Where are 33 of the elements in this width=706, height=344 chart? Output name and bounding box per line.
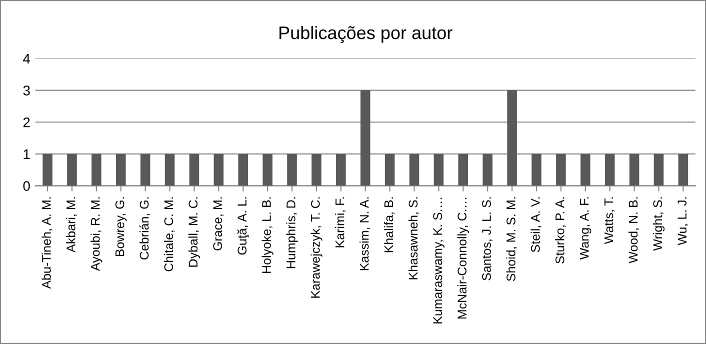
x-tick-label: Humphris, D.: [286, 197, 298, 268]
x-tick-label: Bowrey, G.: [115, 197, 127, 256]
y-tick-label: 1: [24, 149, 30, 159]
x-tick-label: Kumaraswamy, K. S.…: [433, 198, 445, 324]
chart-title: Publicações por autor: [280, 26, 452, 43]
x-tick-label: Sturko, P. A.: [555, 197, 566, 264]
x-tick-label: Holyoke, L. B.: [262, 197, 274, 273]
x-tick-label: Kassim, N. A.: [360, 197, 370, 270]
x-tick-label: Wood, N. B.: [628, 197, 640, 264]
x-tick-label: Cebrián, G.: [139, 197, 150, 260]
x-tick-label: Chitale, C. M.: [164, 197, 175, 272]
x-tick-label: Steil, A. V.: [530, 197, 542, 252]
x-tick-label: Wu, L. J.: [678, 197, 688, 246]
x-tick-label: Khasawneh, S.: [408, 197, 420, 280]
x-tick-label: Watts, T.: [604, 197, 615, 244]
x-tick-label: Abu-Tineh, A. M.: [42, 197, 52, 289]
x-tick-label: McNair-Connolly, C.…: [457, 198, 469, 319]
y-tick-label: 2: [23, 117, 30, 128]
x-tick-label: Guţă, A. L.: [237, 197, 250, 255]
y-tick-label: 4: [23, 54, 30, 64]
x-tick-label: Khalifa, B.: [384, 197, 395, 252]
x-tick-label: Wright, S.: [652, 197, 665, 251]
x-tick-label: Karimi, F.: [335, 197, 346, 248]
y-tick-label: 0: [23, 181, 30, 191]
x-tick-label: Dyball, M. C.: [188, 197, 200, 267]
x-tick-label: Karawejczyk, T. C.: [310, 197, 322, 298]
x-tick-label: Shoid, M. S. M.: [506, 197, 517, 282]
x-tick-label: Santos, J. L. S.: [482, 197, 492, 280]
y-tick-label: 3: [23, 86, 30, 96]
x-tick-label: Grace, M.: [213, 197, 224, 250]
x-tick-label: Wang, A. F.: [580, 197, 592, 260]
x-tick-label: Akbari, M.: [66, 197, 77, 252]
x-tick-label: Ayoubi, R. M.: [90, 197, 102, 271]
